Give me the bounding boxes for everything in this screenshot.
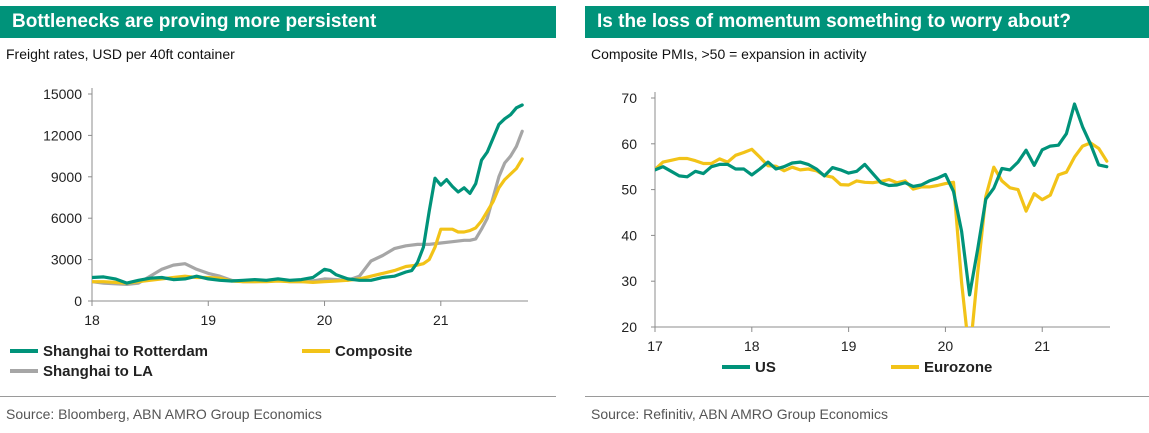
left-source-divider (0, 396, 556, 397)
series-line-composite (92, 157, 524, 285)
x-tick-label: 20 (938, 338, 954, 354)
x-tick-label: 18 (84, 312, 100, 328)
y-tick-label: 40 (621, 227, 637, 243)
legend-label-composite: Composite (335, 343, 413, 360)
x-tick-label: 17 (647, 338, 663, 354)
y-tick-label: 20 (621, 319, 637, 335)
y-tick-label: 70 (621, 90, 637, 106)
freight-rates-panel: Bottlenecks are proving more persistent … (0, 0, 556, 433)
x-tick-label: 21 (433, 312, 449, 328)
pmi-panel: Is the loss of momentum something to wor… (585, 0, 1149, 433)
pmi-chart: 20 30 40 50 60 70 17 18 19 20 21 US Eurozone (621, 90, 1110, 376)
y-tick-label: 6000 (51, 210, 82, 226)
right-source-note: Source: Refinitiv, ABN AMRO Group Econom… (591, 406, 888, 422)
y-tick-label: 12000 (43, 127, 82, 143)
y-tick-label: 9000 (51, 169, 82, 185)
series-line-shanghai-to-rotterdam (92, 103, 524, 285)
right-chart-title: Is the loss of momentum something to wor… (585, 6, 1149, 38)
x-tick-label: 19 (200, 312, 216, 328)
right-chart-subtitle: Composite PMIs, >50 = expansion in activ… (591, 46, 867, 62)
left-source-note: Source: Bloomberg, ABN AMRO Group Econom… (6, 406, 322, 422)
y-tick-label: 0 (74, 293, 82, 309)
x-tick-label: 21 (1034, 338, 1050, 354)
left-chart-subtitle: Freight rates, USD per 40ft container (6, 46, 235, 62)
freight-rates-chart: 0 3000 6000 9000 12000 15000 18 19 20 21 Shanghai … (10, 86, 528, 380)
y-tick-label: 30 (621, 273, 637, 289)
y-tick-label: 60 (621, 136, 637, 152)
y-tick-label: 50 (621, 182, 637, 198)
legend-label-shanghai-to-rotterdam: Shanghai to Rotterdam (43, 343, 208, 360)
legend-label-eurozone: Eurozone (924, 359, 992, 376)
series-line-us (655, 102, 1109, 297)
x-tick-label: 19 (841, 338, 857, 354)
y-tick-label: 15000 (43, 86, 82, 102)
series-line-eurozone (655, 141, 1109, 327)
x-tick-label: 18 (744, 338, 760, 354)
left-chart-title: Bottlenecks are proving more persistent (0, 6, 556, 38)
legend-label-shanghai-to-la: Shanghai to LA (43, 363, 153, 380)
x-tick-label: 20 (317, 312, 333, 328)
legend-label-us: US (755, 359, 776, 376)
series-line-shanghai-to-la (92, 129, 524, 286)
y-tick-label: 3000 (51, 252, 82, 268)
right-source-divider (585, 396, 1149, 397)
